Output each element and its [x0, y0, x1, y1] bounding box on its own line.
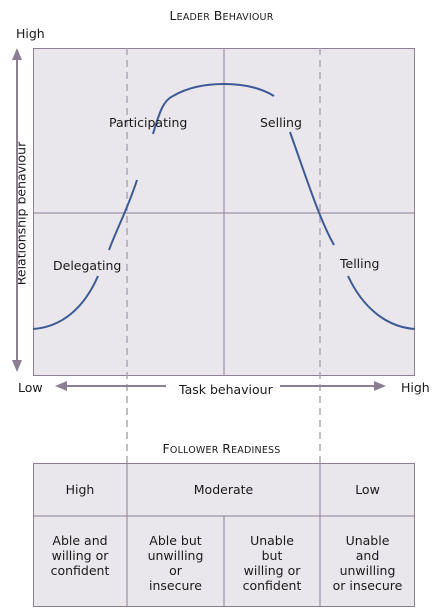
description-line: or — [169, 563, 182, 578]
leadership-curve — [32, 82, 416, 330]
description-line: unwilling — [147, 548, 204, 563]
telling-label: Telling — [340, 256, 380, 271]
y-axis-high-label: High — [16, 26, 45, 41]
curve-segment-1 — [32, 275, 99, 330]
description-cell-1: Able and willing or confident — [33, 516, 127, 606]
follower-readiness-title: FOLLOWER READINESS — [162, 441, 281, 456]
curve-segment-5 — [347, 275, 416, 330]
curve-segment-2 — [108, 179, 138, 251]
curve-segment-4 — [289, 131, 335, 246]
x-axis-low-label: Low — [18, 380, 43, 395]
participating-label: Participating — [109, 115, 188, 130]
readiness-moderate-cell: Moderate — [193, 482, 254, 497]
description-line: confident — [242, 578, 302, 593]
readiness-high-cell: High — [65, 482, 95, 497]
description-line: Unable — [250, 533, 294, 548]
y-axis-arrow — [12, 48, 22, 372]
description-cell-3: Unable but willing or confident — [224, 516, 320, 606]
description-line: insecure — [149, 578, 202, 593]
selling-label: Selling — [260, 115, 302, 130]
description-line: confident — [50, 563, 110, 578]
x-axis-high-label: High — [401, 380, 430, 395]
description-line: and — [355, 548, 380, 563]
x-axis-arrow — [55, 381, 386, 391]
description-line: but — [261, 548, 283, 563]
description-line: Able but — [149, 533, 202, 548]
description-line: Able and — [52, 533, 108, 548]
leader-behaviour-title: LEADER BEHAVIOUR — [169, 8, 274, 23]
description-line: or insecure — [332, 578, 403, 593]
x-axis-label: Task behaviour — [179, 382, 273, 397]
description-cell-4: Unable and unwilling or insecure — [320, 516, 415, 606]
description-line: unwilling — [339, 563, 396, 578]
description-line: willing or — [51, 548, 109, 563]
description-line: willing or — [243, 563, 301, 578]
description-cell-2: Able but unwilling or insecure — [127, 516, 224, 606]
readiness-low-cell: Low — [355, 482, 380, 497]
delegating-label: Delegating — [53, 258, 122, 273]
description-line: Unable — [345, 533, 390, 548]
curve-segment-3 — [152, 82, 275, 135]
